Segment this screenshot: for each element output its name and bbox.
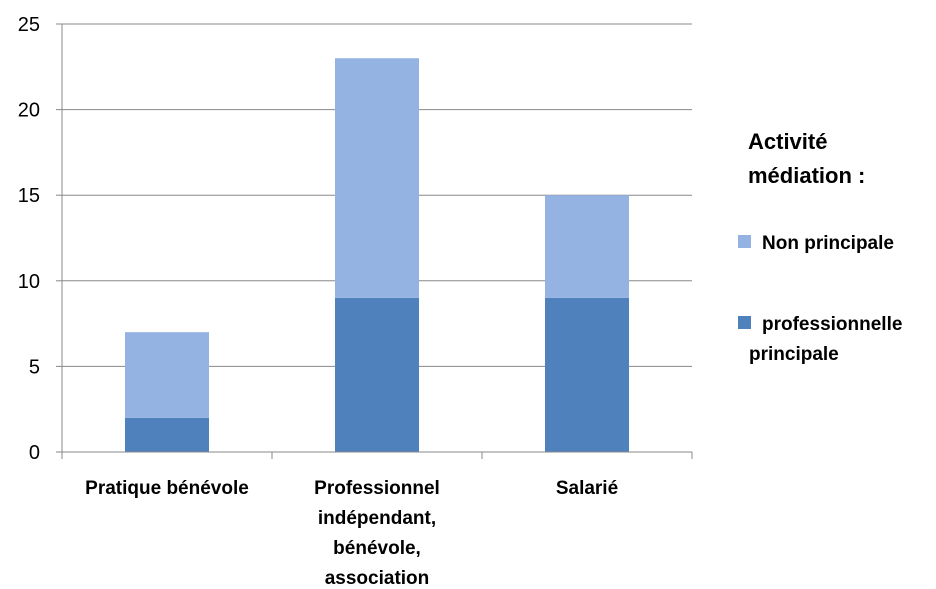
y-tick-label: 5 (29, 356, 40, 378)
x-category-label: Salarié (556, 478, 618, 499)
x-category-label: Professionnel indépendant, bénévole, associ… (314, 478, 440, 589)
bar-segment (335, 298, 419, 452)
legend: Activité médiation : Non principale profess… (738, 129, 902, 365)
legend-swatch (738, 235, 751, 248)
bar-segment (545, 195, 629, 298)
bars (125, 58, 629, 452)
bar-segment (545, 298, 629, 452)
bar-segment (335, 58, 419, 298)
y-tick-label: 10 (18, 271, 40, 293)
y-tick-label: 20 (18, 100, 40, 122)
y-tick-label: 15 (18, 185, 40, 207)
legend-label: Non principale (762, 233, 894, 254)
x-category-label: Pratique bénévole (85, 478, 249, 499)
y-tick-label: 0 (29, 442, 40, 464)
bar-segment (125, 332, 209, 418)
legend-label: professionnelle principale (749, 314, 902, 365)
legend-swatch (738, 316, 751, 329)
x-axis-category-labels: Pratique bénévole Professionnel indépendan… (85, 478, 618, 589)
y-axis-tick-labels: 0 5 10 15 20 25 (18, 14, 40, 464)
legend-title: Activité médiation : (748, 129, 865, 188)
y-tick-label: 25 (18, 14, 40, 36)
bar-segment (125, 418, 209, 452)
